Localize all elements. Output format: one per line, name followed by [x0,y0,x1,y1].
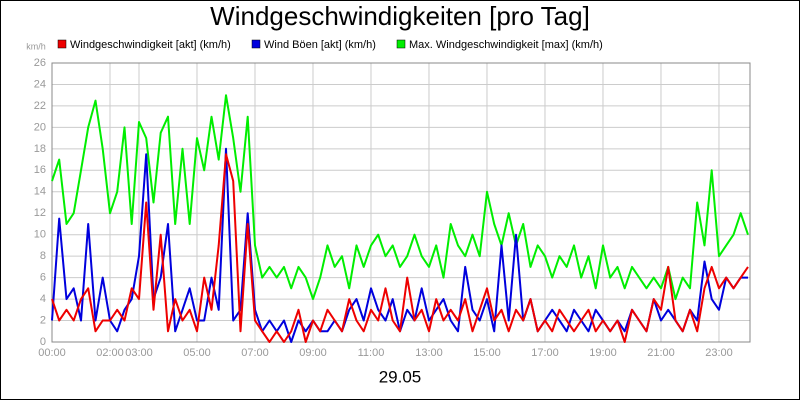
x-tick-label: 23:00 [705,347,733,359]
x-tick-label: 03:00 [125,347,153,359]
series-line [51,153,749,343]
plot-area [52,63,750,342]
y-tick-label: 24 [34,78,46,90]
x-tick-label: 07:00 [241,347,269,359]
plot-border [51,62,751,343]
legend-swatch [251,39,261,49]
y-tick-label: 22 [34,100,46,112]
y-tick-label: 16 [34,164,46,176]
y-tick-label: 12 [34,207,46,219]
y-tick-label: 4 [40,293,46,305]
x-tick-label: 13:00 [415,347,443,359]
y-tick-label: 10 [34,229,46,241]
x-tick-label: 00:00 [38,347,66,359]
y-tick-label: 2 [40,314,46,326]
legend-swatch [396,39,406,49]
y-tick-label: 14 [34,186,46,198]
x-tick-label: 11:00 [358,347,385,359]
x-tick-label: 21:00 [647,347,675,359]
legend-label: Wind Böen [akt] (km/h) [264,39,376,51]
x-tick-label: 05:00 [183,347,211,359]
y-tick-label: 8 [40,250,46,262]
y-tick-label: 26 [34,57,46,69]
x-tick-label: 19:00 [589,347,617,359]
y-tick-label: 6 [40,272,46,284]
legend-label: Windgeschwindigkeit [akt] (km/h) [70,39,231,51]
y-tick-label: 0 [40,336,46,348]
legend-swatch [57,39,67,49]
chart-title: Windgeschwindigkeiten [pro Tag] [210,1,590,31]
legend-label: Max. Windgeschwindigkeit [max] (km/h) [409,39,603,51]
x-tick-label: 09:00 [299,347,327,359]
series-line [51,94,749,301]
x-tick-label: 17:00 [531,347,559,359]
x-tick-label: 02:00 [96,347,124,359]
y-unit: km/h [26,41,46,51]
x-tick-label: 15:00 [473,347,501,359]
y-tick-label: 18 [34,143,46,155]
x-axis-label: 29.05 [379,367,422,386]
y-tick-label: 20 [34,121,46,133]
